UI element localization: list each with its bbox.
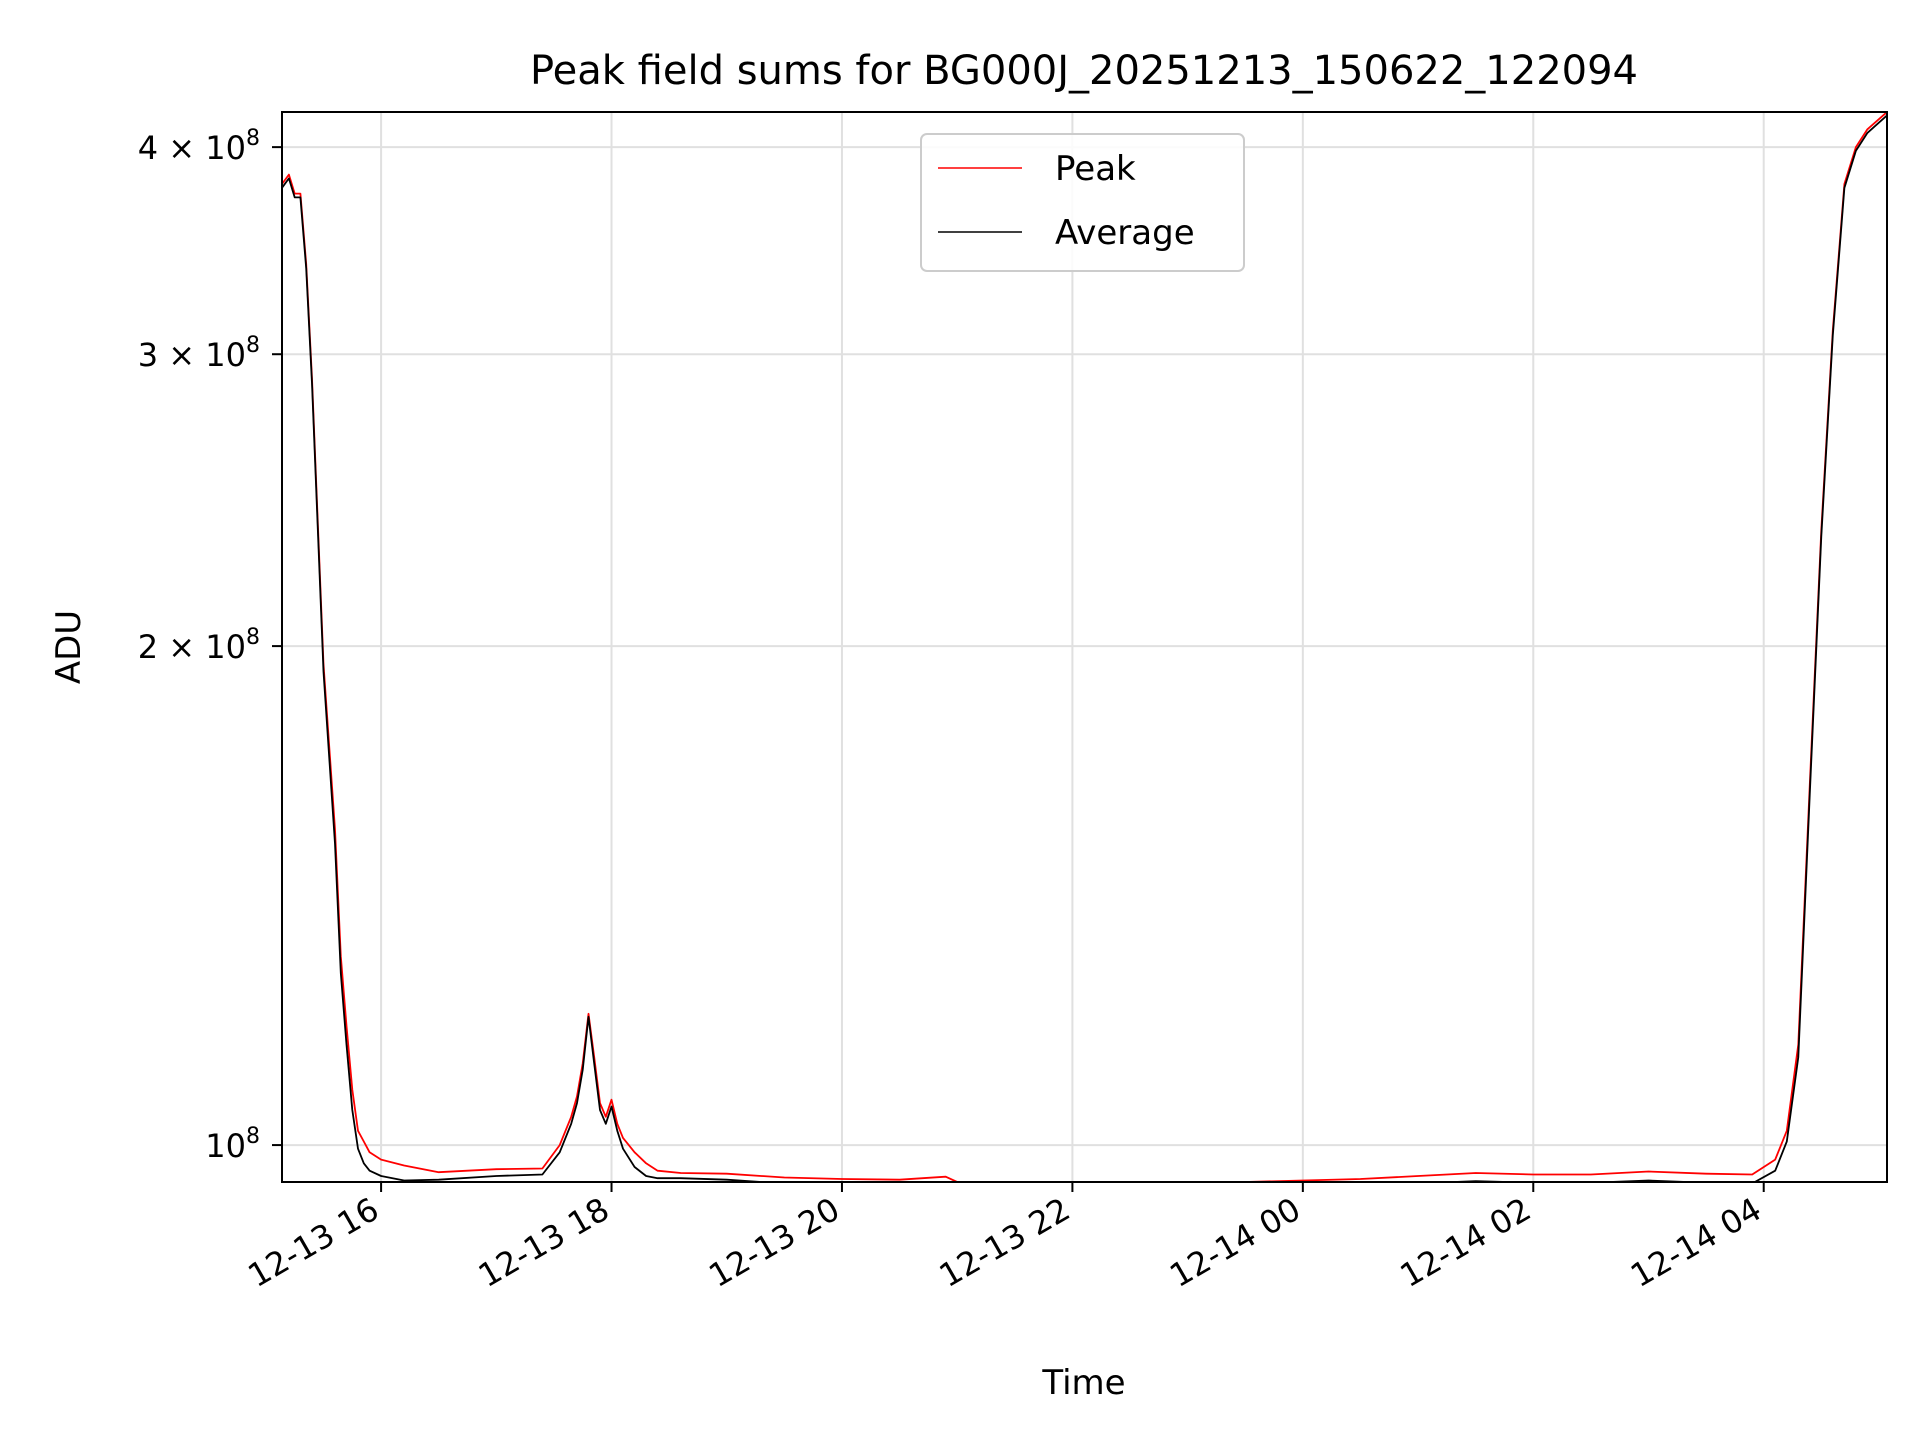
series-line-peak xyxy=(282,112,1887,1182)
x-axis-label: Time xyxy=(1041,1363,1125,1403)
series-lines xyxy=(282,112,1887,1182)
chart-title: Peak field sums for BG000J_20251213_1506… xyxy=(530,48,1638,94)
y-axis-label: ADU xyxy=(49,610,89,684)
y-axis: 108 2 × 108 3 × 108 4 × 108 xyxy=(138,126,282,1165)
legend: Peak Average xyxy=(920,133,1245,272)
legend-label-peak: Peak xyxy=(1055,149,1136,189)
y-tick-label: 2 × 108 xyxy=(138,625,260,666)
y-tick-label: 3 × 108 xyxy=(138,333,260,374)
y-tick-label: 108 xyxy=(205,1124,260,1165)
legend-label-average: Average xyxy=(1055,213,1195,253)
series-line-average xyxy=(282,114,1887,1182)
y-tick-label: 4 × 108 xyxy=(138,126,260,167)
grid-lines xyxy=(282,112,1887,1182)
